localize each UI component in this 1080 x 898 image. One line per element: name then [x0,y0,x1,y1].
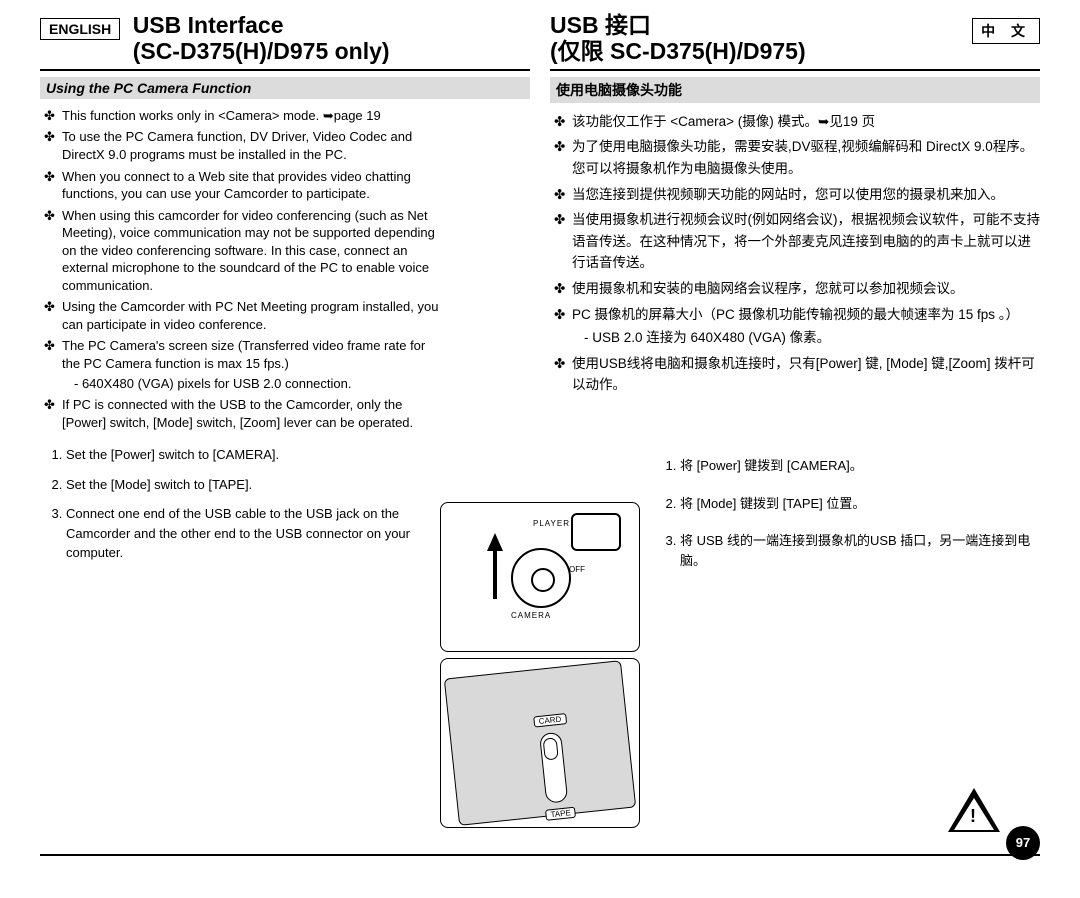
right-bullet: 当您连接到提供视频聊天功能的网站时，您可以使用您的摄录机来加入。 [550,184,1040,206]
right-step: 将 [Power] 键拨到 [CAMERA]。 [680,456,1040,476]
player-label: PLAYER [533,519,570,528]
lang-badge-english: ENGLISH [40,18,120,40]
left-column: ENGLISH USB Interface (SC-D375(H)/D975 o… [40,12,530,573]
left-rule [40,69,530,71]
right-title-line1: USB 接口 [550,12,651,38]
figure-1: 1 PLAYER OFF CAMERA [440,502,640,652]
left-bullet: Using the Camcorder with PC Net Meeting … [40,298,440,333]
left-bullet: When using this camcorder for video conf… [40,207,440,295]
right-step: 将 USB 线的一端连接到摄象机的USB 插口，另一端连接到电脑。 [680,531,1040,570]
bottom-rule: 97 [40,854,1040,856]
right-bullet: 当使用摄象机进行视频会议时(例如网络会议)，根据视频会议软件，可能不支持语音传送… [550,209,1040,274]
card-label: CARD [533,713,567,727]
power-dial-icon [511,548,571,608]
left-bullet: If PC is connected with the USB to the C… [40,396,440,431]
off-label: OFF [569,565,585,574]
right-bullet: 为了使用电脑摄像头功能，需要安装,DV驱程,视频编解码和 DirectX 9.0… [550,136,1040,179]
right-bullet: 使用摄象机和安装的电脑网络会议程序，您就可以参加视频会议。 [550,278,1040,300]
right-bullet: PC 摄像机的屏幕大小（PC 摄像机功能传输视频的最大帧速率为 15 fps 。… [550,304,1040,349]
left-subhead: Using the PC Camera Function [40,77,530,99]
right-bullet-text: PC 摄像机的屏幕大小（PC 摄像机功能传输视频的最大帧速率为 15 fps 。… [572,307,1019,322]
left-bullet: The PC Camera's screen size (Transferred… [40,337,440,392]
left-step: Set the [Power] switch to [CAMERA]. [66,445,440,465]
left-bullet: When you connect to a Web site that prov… [40,168,440,203]
left-bullet: This function works only in <Camera> mod… [40,107,440,125]
left-steps: Set the [Power] switch to [CAMERA]. Set … [40,445,440,563]
left-title: USB Interface (SC-D375(H)/D975 only) [133,12,390,65]
left-step: Connect one end of the USB cable to the … [66,504,440,563]
camcorder-top-icon: CARD TAPE [444,660,636,826]
tape-label: TAPE [545,807,576,821]
left-bullet-text: The PC Camera's screen size (Transferred… [62,338,425,371]
warning-exclamation-icon: ! [970,806,976,827]
right-title-line2: (仅限 SC-D375(H)/D975) [550,38,806,64]
left-sub-item: 640X480 (VGA) pixels for USB 2.0 connect… [62,375,440,393]
camera-body-icon [571,513,621,551]
right-rule [550,69,1040,71]
left-sub: 640X480 (VGA) pixels for USB 2.0 connect… [62,375,440,393]
figures: 1 PLAYER OFF CAMERA 2 CARD TAPE [440,502,640,834]
left-body: This function works only in <Camera> mod… [40,107,440,563]
right-subhead: 使用电脑摄像头功能 [550,77,1040,103]
right-bullet: 该功能仅工作于 <Camera> (摄像) 模式。➥见19 页 [550,111,1040,133]
manual-page: ENGLISH USB Interface (SC-D375(H)/D975 o… [40,12,1040,872]
arrow-stem-icon [493,549,497,599]
left-title-line2: (SC-D375(H)/D975 only) [133,38,390,64]
left-bullets: This function works only in <Camera> mod… [40,107,440,431]
right-sub-item: USB 2.0 连接为 640X480 (VGA) 像素。 [572,327,1040,349]
left-title-line1: USB Interface [133,12,284,38]
camera-label: CAMERA [511,611,551,620]
figure-2: 2 CARD TAPE [440,658,640,828]
right-bullet: 使用USB线将电脑和摄象机连接时，只有[Power] 键, [Mode] 键,[… [550,353,1040,396]
page-number: 97 [1006,826,1040,860]
right-title: USB 接口 (仅限 SC-D375(H)/D975) [550,12,1040,65]
warning-triangle-icon: ! [948,788,1000,832]
mode-switch-knob-icon [543,737,559,760]
left-step: Set the [Mode] switch to [TAPE]. [66,475,440,495]
left-bullet: To use the PC Camera function, DV Driver… [40,128,440,163]
right-bullets: 该功能仅工作于 <Camera> (摄像) 模式。➥见19 页 为了使用电脑摄像… [550,111,1040,396]
right-step: 将 [Mode] 键拨到 [TAPE] 位置。 [680,494,1040,514]
lang-badge-chinese: 中 文 [972,18,1040,44]
right-sub: USB 2.0 连接为 640X480 (VGA) 像素。 [572,327,1040,349]
mode-switch-icon [539,732,568,804]
